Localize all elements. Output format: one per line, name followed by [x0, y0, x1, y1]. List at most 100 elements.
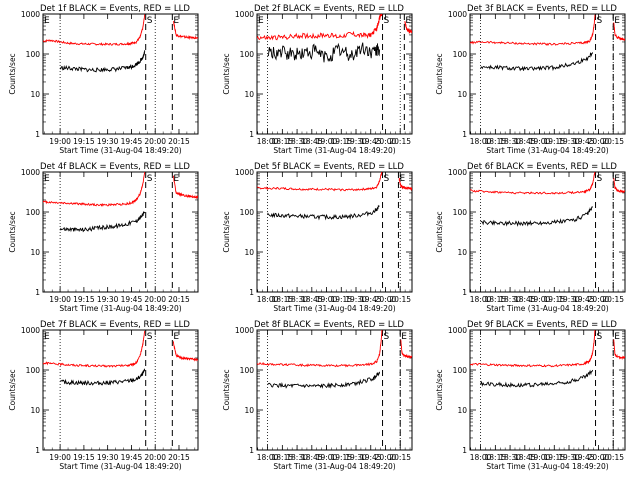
x-tick-label: 18:45 [514, 295, 536, 304]
lld-trace [613, 178, 625, 194]
events-trace [267, 371, 381, 389]
y-tick-label: 1000 [235, 10, 254, 19]
x-tick-label: 19:15 [73, 453, 95, 462]
marker-label-e: E [173, 332, 179, 342]
events-trace [59, 50, 146, 73]
x-tick-label: 20:00 [588, 137, 610, 146]
plot-frame [42, 13, 199, 135]
x-tick-label: 19:00 [529, 137, 551, 146]
y-tick-label: 1000 [235, 326, 254, 335]
x-tick-label: 19:15 [73, 137, 95, 146]
y-tick-label: 1 [35, 130, 40, 139]
lld-trace [43, 172, 146, 207]
panel-det-3: Det 3f BLACK = Events, RED = LLD 1 10 100 10… [435, 4, 626, 155]
plot-area [470, 14, 625, 134]
x-tick-label: 19:45 [573, 453, 595, 462]
x-tick-label: 20:15 [389, 137, 411, 146]
x-tick-label: 19:15 [543, 137, 565, 146]
x-tick-label: 19:30 [97, 137, 119, 146]
x-tick-label: 19:45 [121, 295, 143, 304]
lld-trace [470, 172, 596, 195]
marker-label-e: E [614, 16, 620, 26]
events-trace [480, 206, 593, 227]
lld-trace [257, 14, 383, 41]
marker-label-e: E [44, 332, 50, 342]
panel-title: Det 1f BLACK = Events, RED = LLD [40, 4, 190, 14]
y-axis-label: Counts/sec [435, 211, 444, 252]
y-axis-label: Counts/sec [222, 53, 231, 94]
marker-label-e: E [401, 332, 407, 342]
x-tick-label: 19:15 [330, 137, 352, 146]
panel-title: Det 3f BLACK = Events, RED = LLD [467, 4, 617, 14]
panel-det-1: Det 1f BLACK = Events, RED = LLD 1 10 100 10… [8, 4, 199, 155]
plot-area [257, 14, 412, 134]
x-tick-label: 20:00 [588, 453, 610, 462]
panel-det-8: Det 8f BLACK = Events, RED = LLD 1 10 100 10… [222, 320, 413, 471]
y-tick-label: 1 [249, 446, 254, 455]
marker-label-s: S [384, 174, 390, 184]
panel-title: Det 2f BLACK = Events, RED = LLD [254, 4, 404, 14]
marker-label-s: S [597, 16, 603, 26]
plot-frame [469, 329, 626, 451]
x-tick-label: 19:00 [529, 295, 551, 304]
panel-det-4: Det 4f BLACK = Events, RED = LLD 1 10 100 10… [8, 162, 199, 313]
marker-label-s: S [147, 174, 153, 184]
plot-frame [256, 329, 413, 451]
x-tick-label: 19:30 [345, 453, 367, 462]
y-axis-label: Counts/sec [222, 211, 231, 252]
x-tick-label: 19:30 [558, 453, 580, 462]
events-trace [267, 42, 381, 63]
plot-area [470, 172, 625, 292]
x-axis-label: Start Time (31-Aug-04 18:49:20) [273, 462, 395, 471]
plot-frame [256, 171, 413, 293]
y-tick-label: 1 [462, 446, 467, 455]
x-tick-label: 20:00 [144, 295, 166, 304]
y-tick-label: 100 [26, 50, 41, 59]
panel-det-2: Det 2f BLACK = Events, RED = LLD 1 10 100 10… [222, 4, 413, 155]
y-axis-label: Counts/sec [435, 369, 444, 410]
y-tick-label: 10 [457, 406, 467, 415]
x-axis-label: Start Time (31-Aug-04 18:49:20) [273, 146, 395, 155]
y-tick-label: 1 [249, 288, 254, 297]
lld-trace [613, 22, 625, 41]
events-trace [480, 52, 594, 72]
y-tick-label: 100 [26, 208, 41, 217]
y-tick-label: 1 [462, 288, 467, 297]
x-tick-label: 18:45 [514, 137, 536, 146]
x-tick-label: 20:15 [168, 137, 190, 146]
y-tick-label: 100 [240, 366, 255, 375]
x-axis-label: Start Time (31-Aug-04 18:49:20) [486, 304, 608, 313]
x-tick-label: 19:15 [543, 453, 565, 462]
panel-title: Det 7f BLACK = Events, RED = LLD [40, 320, 190, 330]
x-tick-label: 18:30 [499, 453, 521, 462]
x-tick-label: 18:15 [485, 295, 507, 304]
lld-trace [470, 330, 596, 368]
x-tick-label: 18:00 [470, 295, 492, 304]
x-tick-label: 19:00 [316, 295, 338, 304]
panel-det-6: Det 6f BLACK = Events, RED = LLD 1 10 100 10… [435, 162, 626, 313]
events-trace [480, 369, 594, 388]
x-tick-label: 19:45 [121, 453, 143, 462]
y-tick-label: 10 [30, 406, 40, 415]
panel-det-5: Det 5f BLACK = Events, RED = LLD 1 10 100 10… [222, 162, 413, 313]
x-tick-label: 19:00 [49, 137, 71, 146]
x-tick-label: 20:00 [375, 295, 397, 304]
x-tick-label: 18:15 [272, 453, 294, 462]
x-tick-label: 18:45 [301, 453, 323, 462]
x-tick-label: 18:45 [514, 453, 536, 462]
x-tick-label: 18:00 [257, 453, 279, 462]
marker-label-e: E [173, 174, 179, 184]
y-axis-label: Counts/sec [8, 369, 17, 410]
x-tick-label: 20:15 [602, 137, 624, 146]
x-tick-label: 18:30 [499, 295, 521, 304]
y-tick-label: 1000 [21, 10, 40, 19]
x-tick-label: 19:30 [97, 453, 119, 462]
x-tick-label: 19:00 [49, 453, 71, 462]
y-tick-label: 10 [244, 248, 254, 257]
panel-title: Det 8f BLACK = Events, RED = LLD [254, 320, 404, 330]
lld-trace [613, 339, 625, 361]
panel-title: Det 6f BLACK = Events, RED = LLD [467, 162, 617, 172]
lld-trace [43, 330, 146, 368]
x-tick-label: 19:45 [573, 137, 595, 146]
lld-trace [470, 14, 596, 47]
